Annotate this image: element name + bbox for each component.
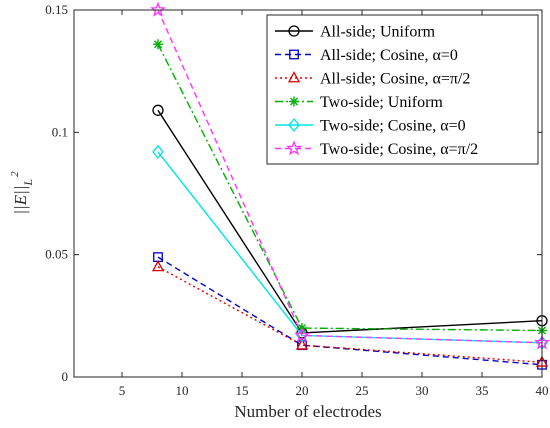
series-pentagram: [150, 1, 550, 350]
x-tick-label: 20: [296, 383, 309, 398]
legend-entry: All-side; Cosine, α=0: [275, 47, 458, 64]
y-tick-label: 0.1: [52, 124, 68, 139]
legend-entry: All-side; Cosine, α=π/2: [275, 71, 470, 88]
asterisk-stroke: [153, 40, 163, 49]
legend-label: Two-side; Cosine, α=π/2: [320, 141, 478, 158]
x-axis-title: Number of electrodes: [234, 402, 381, 421]
triangle-marker: [151, 260, 165, 272]
legend: All-side; Uniform All-side; Cosine, α=0 Al…: [266, 14, 539, 165]
legend-label: Two-side; Cosine, α=0: [320, 118, 466, 135]
x-axis: 5 10 15 20 25 30 35 40: [119, 10, 549, 398]
legend-label: Two-side; Uniform: [320, 94, 443, 111]
diamond-marker: [152, 144, 164, 159]
series-layer: [150, 1, 550, 370]
square-marker: [289, 49, 299, 60]
diamond-marker: [288, 117, 300, 133]
y-tick-label: 0.15: [45, 2, 68, 17]
axes-box: [73, 9, 543, 378]
asterisk-stroke: [289, 97, 299, 106]
legend-entry: Two-side; Uniform: [275, 94, 443, 111]
triangle-marker: [295, 338, 309, 350]
x-tick-label: 5: [119, 383, 126, 398]
pentagram-marker: [286, 140, 302, 156]
x-tick-label: 35: [476, 383, 489, 398]
pentagram-marker: [294, 327, 310, 343]
pentagram-marker: [150, 1, 166, 17]
y-axis-title: ||E||L2: [9, 171, 35, 215]
x-tick-label: 25: [356, 383, 369, 398]
y-tick-label: 0.05: [45, 247, 68, 262]
x-tick-label: 10: [176, 383, 189, 398]
y-axis: 0 0.05 0.1 0.15: [45, 2, 542, 384]
legend-box: [266, 14, 539, 165]
legend-label: All-side; Cosine, α=0: [320, 47, 458, 64]
y-tick-label: 0: [62, 369, 69, 384]
legend-label: All-side; Uniform: [320, 24, 436, 41]
asterisk-marker: [289, 96, 299, 107]
legend-entry: All-side; Uniform: [275, 24, 436, 41]
x-tick-label: 30: [416, 383, 429, 398]
x-tick-label: 40: [536, 383, 549, 398]
legend-entry: Two-side; Cosine, α=π/2: [275, 140, 478, 158]
svg-text:||E||L2: ||E||L2: [9, 171, 35, 215]
series-line: [157, 9, 543, 344]
legend-label: All-side; Cosine, α=π/2: [320, 71, 470, 88]
x-tick-label: 15: [236, 383, 249, 398]
legend-entry: Two-side; Cosine, α=0: [275, 118, 466, 135]
circle-marker: [152, 104, 164, 116]
asterisk-marker: [153, 39, 163, 50]
triangle-marker: [287, 71, 301, 83]
circle-marker: [288, 25, 300, 37]
